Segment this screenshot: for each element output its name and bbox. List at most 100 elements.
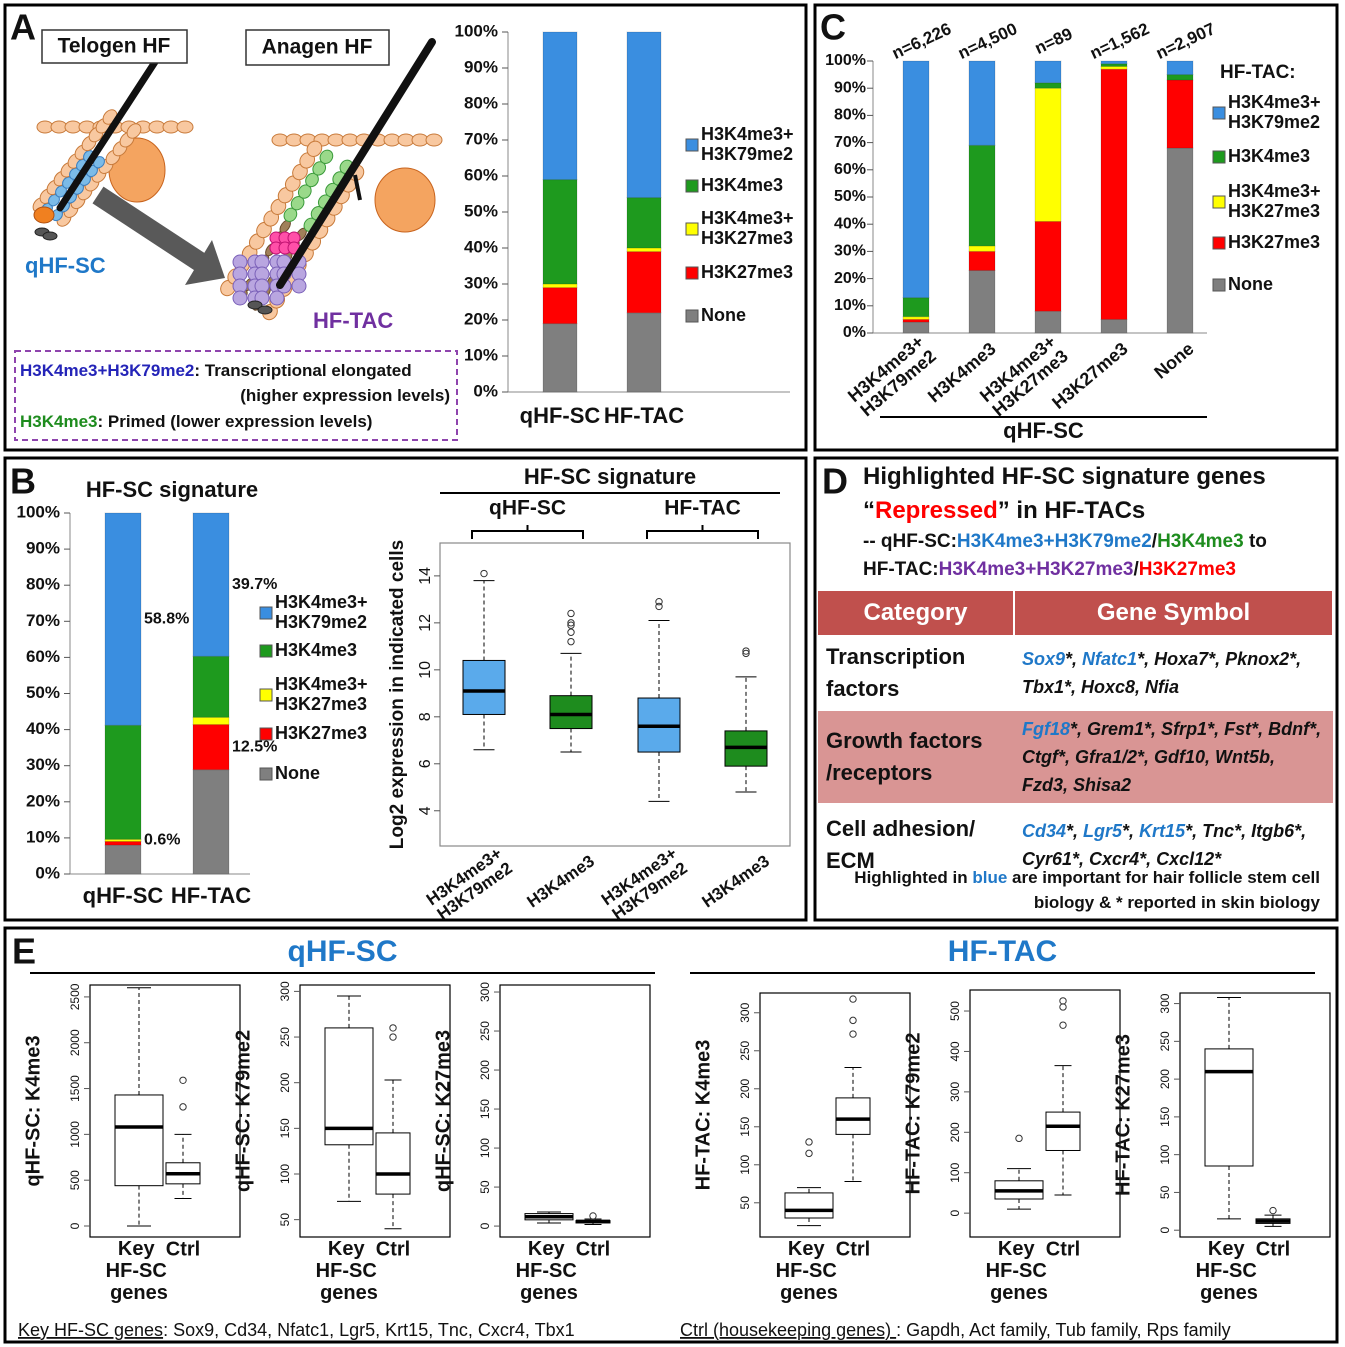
bar-segment (968, 250, 996, 271)
bar-segment (542, 287, 578, 325)
y-tick-label: 50 (278, 1213, 292, 1227)
y-tick-label: 80% (834, 107, 866, 124)
text-run: / (1133, 559, 1139, 580)
x-tick-label: Key HF-SC genes (106, 1238, 173, 1304)
outlier (567, 619, 575, 627)
text-run: Nfatc1 (1082, 649, 1138, 669)
panel-e-frame (3, 926, 1339, 1344)
legend-swatch (685, 222, 699, 236)
text-line: H3K79me2 (275, 612, 367, 632)
outlier (655, 598, 663, 606)
y-tick-label: 90% (834, 79, 866, 96)
x-tick-label: H3K4me3 (698, 851, 772, 911)
text-line: genes (320, 1282, 378, 1304)
cell (425, 133, 443, 147)
text-line: H3K79me2 (1228, 112, 1320, 132)
text-line: H3K4me3+ (1228, 92, 1321, 112)
text-run: H3K4me3+H3K27me3 (938, 559, 1134, 580)
x-tick-label: H3K4me3+H3K79me2 (423, 844, 516, 924)
bar-segment (626, 31, 662, 199)
hair (276, 38, 436, 289)
outlier (567, 621, 575, 629)
text-run: *, Hoxa7*, Pknox2*, Tbx1*, Hoxc8, Nfia (1022, 649, 1302, 697)
text-line: H3K4me3+ (275, 592, 368, 612)
box (549, 695, 593, 730)
y-tick-label: 250 (278, 1027, 292, 1047)
legend-label: H3K4me3+ H3K79me2 (275, 592, 368, 632)
cell (126, 123, 142, 139)
x-axis-label: qHF-SC (1003, 418, 1084, 443)
legend-label: H3K4me3+ H3K27me3 (275, 674, 368, 714)
bar-segment (1034, 220, 1062, 312)
y-tick-label: 10% (834, 297, 866, 314)
y-tick-label: 50 (738, 1196, 752, 1210)
text-line: HF-SC (516, 1260, 583, 1282)
outlier (849, 1016, 857, 1025)
text-line: H3K4me3+ (701, 124, 794, 144)
y-tick-label: 100 (478, 1138, 492, 1158)
value-label: 0.6% (144, 832, 180, 849)
genes-cell: Sox9*, Nfatc1*, Hoxa7*, Pknox2*, Tbx1*, … (1014, 635, 1333, 710)
legend-swatch (1212, 278, 1226, 292)
bar-segment (104, 724, 142, 840)
outlier (805, 1149, 813, 1158)
text-run: Highlighted in (854, 868, 973, 887)
y-tick-label: 60% (26, 647, 60, 666)
bar-segment (1034, 82, 1062, 89)
bar-segment (1034, 310, 1062, 334)
cell (232, 290, 248, 306)
text-run: *, (1065, 649, 1083, 669)
outlier (742, 649, 750, 658)
y-tick-label: 2500 (68, 983, 82, 1010)
bar-segment (192, 769, 230, 875)
y-tick-label: 150 (738, 1116, 752, 1136)
group-header: HF-TAC (948, 935, 1057, 968)
y-tick-label: 12 (417, 614, 434, 632)
box (784, 1192, 834, 1219)
y-tick-label: 70% (834, 134, 866, 151)
text-run: : Gapdh, Act family, Tub family, Rps fam… (896, 1320, 1230, 1340)
bar-segment (626, 312, 662, 393)
text-run: H3K4me3 (20, 412, 98, 431)
panel-label: B (10, 461, 36, 502)
text-line: genes (110, 1282, 168, 1304)
text-line: H3K27me3 (1228, 201, 1320, 221)
legend-label: H3K4me3+ H3K27me3 (1228, 181, 1321, 221)
column-header: Category (818, 591, 1015, 636)
cell (33, 206, 55, 224)
y-tick-label: 60% (834, 161, 866, 178)
count-label: n=89 (1032, 24, 1076, 58)
y-tick-label: 20% (26, 791, 60, 810)
plot-frame (299, 984, 451, 1238)
text-line: HF-SC (776, 1260, 843, 1282)
text-run: Krt15 (1139, 820, 1186, 841)
y-tick-label: 90% (464, 57, 498, 76)
text-run: Key HF-SC genes (18, 1320, 163, 1340)
y-tick-label: 10% (26, 827, 60, 846)
box (1045, 1111, 1081, 1151)
y-tick-label: 150 (1158, 1107, 1172, 1127)
legend-swatch (259, 644, 273, 658)
stem-label: qHF-SC (25, 253, 106, 278)
y-tick-label: 14 (417, 567, 434, 585)
y-axis-label: Log2 expression in indicated cells (387, 540, 408, 849)
hair (353, 174, 362, 201)
text-run: (higher expression levels) (240, 386, 450, 405)
chart-title: HF-SC signature (524, 464, 696, 489)
text-line: H3K27me3 (701, 228, 793, 248)
text-run: Repressed (875, 497, 998, 524)
text-line: Key (528, 1238, 570, 1260)
chart-title: HF-SC signature (86, 477, 258, 502)
x-tick-label: Ctrl (166, 1238, 200, 1260)
box (1204, 1048, 1254, 1167)
text-line: H3K4me3+ (701, 208, 794, 228)
text-run: HF-TAC: (863, 559, 939, 580)
legend-swatch (259, 767, 273, 781)
panel-label: D (822, 461, 848, 502)
outlier (805, 1138, 813, 1146)
cell (247, 300, 263, 310)
y-tick-label: 100 (278, 1164, 292, 1184)
x-tick-label: HF-TAC (171, 883, 251, 908)
legend-swatch (259, 688, 273, 702)
genes-cell: Cd34*, Lgr5*, Krt15*, Tnc*, Itgb6*, Cyr6… (1014, 803, 1333, 884)
